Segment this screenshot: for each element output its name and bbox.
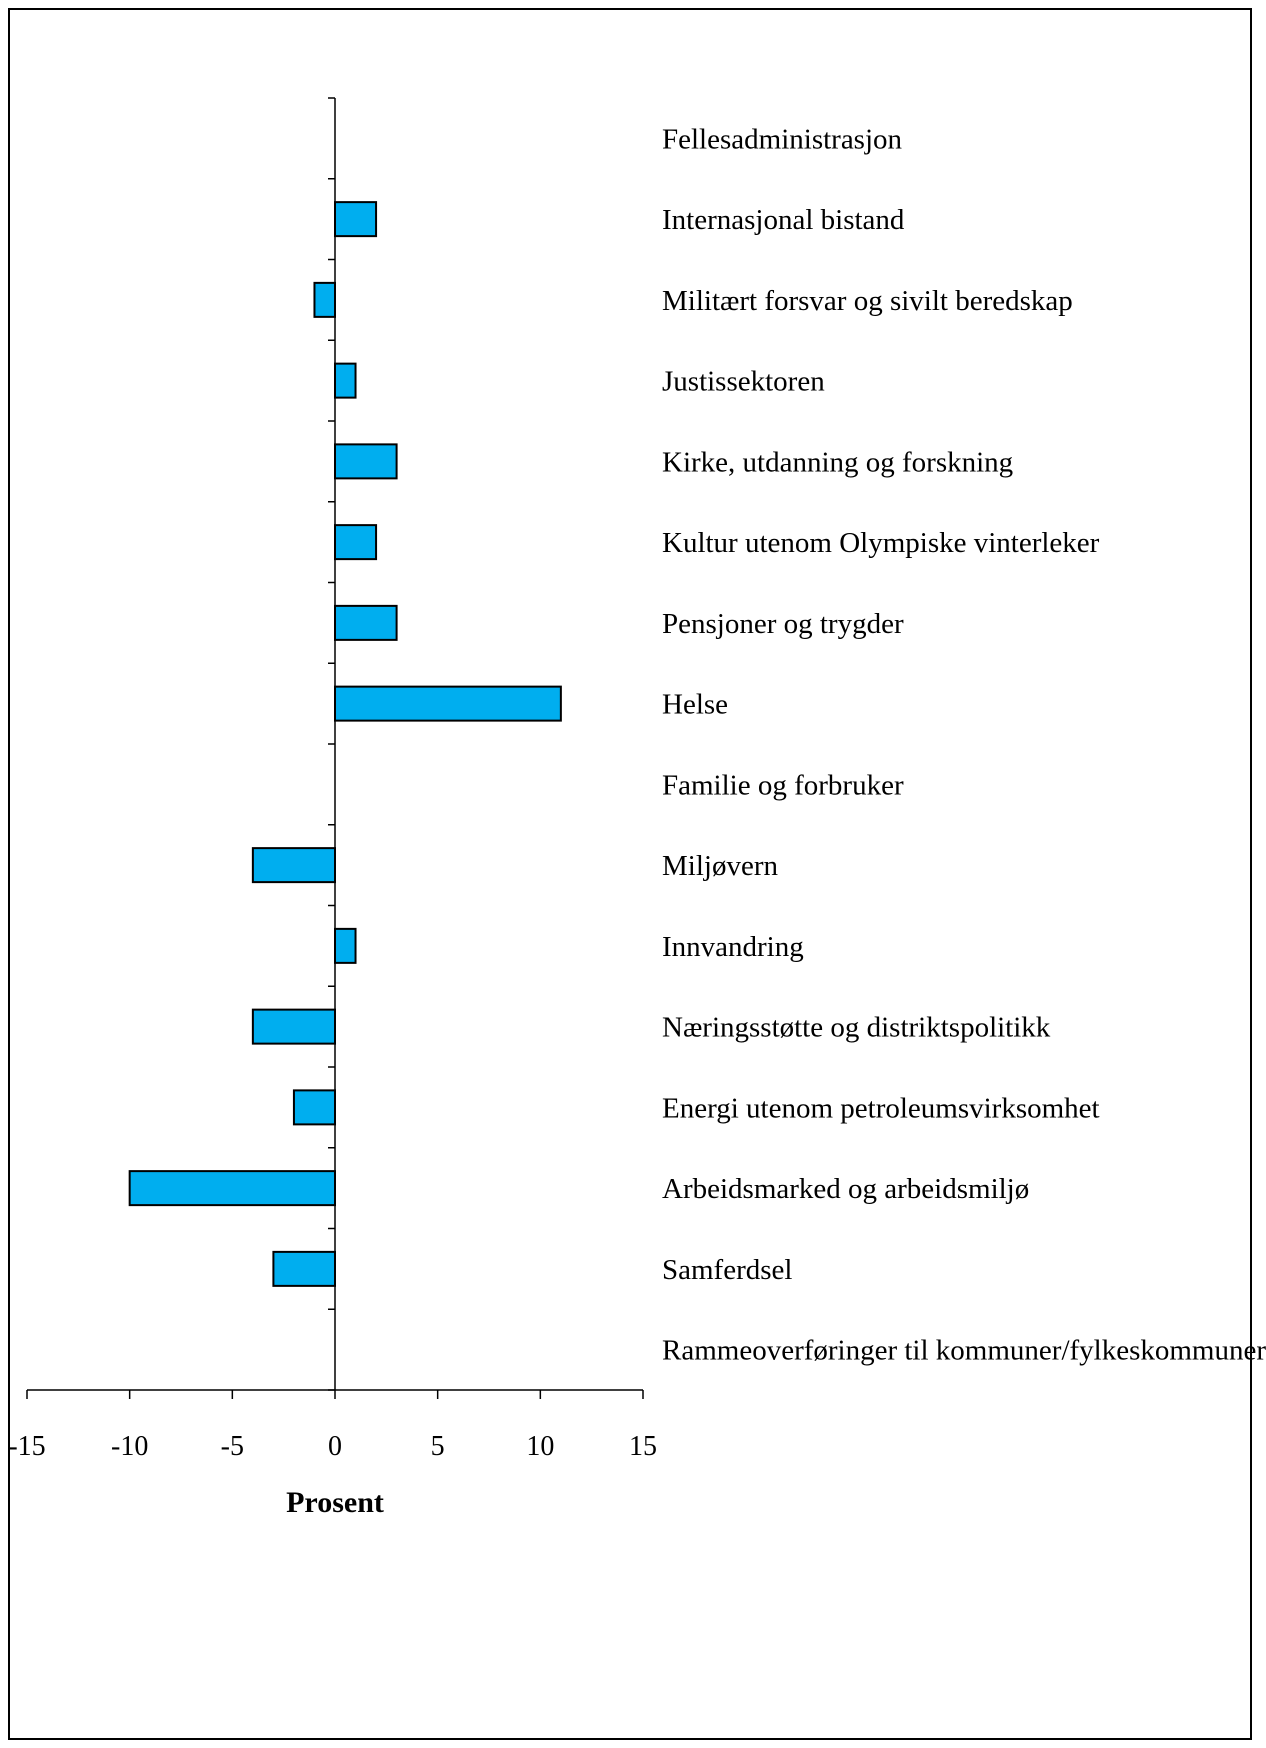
x-tick-label: -10 bbox=[111, 1431, 148, 1462]
category-label: Pensjoner og trygder bbox=[662, 608, 904, 640]
category-label: Helse bbox=[662, 689, 728, 721]
category-label: Familie og forbruker bbox=[662, 769, 904, 801]
category-label: Kultur utenom Olympiske vinterleker bbox=[662, 527, 1100, 559]
category-label: Innvandring bbox=[662, 931, 804, 963]
category-label: Næringsstøtte og distriktspolitikk bbox=[662, 1012, 1051, 1044]
bar bbox=[292, 1089, 336, 1126]
bar bbox=[272, 1250, 336, 1287]
x-axis-tick-labels: -15 -10 -5 0 5 10 15 bbox=[8, 1431, 657, 1462]
category-labels: Fellesadministrasjon Internasjonal bistan… bbox=[662, 123, 1266, 1366]
category-label: Rammeoverføringer til kommuner/fylkeskom… bbox=[662, 1335, 1266, 1367]
bar bbox=[313, 281, 337, 318]
chart-frame bbox=[8, 8, 1252, 1740]
bar bbox=[334, 524, 378, 561]
bar bbox=[334, 685, 562, 722]
category-label: Miljøvern bbox=[662, 850, 778, 882]
x-tick-label: 5 bbox=[431, 1431, 445, 1462]
bar bbox=[334, 443, 398, 480]
x-axis-ticks bbox=[26, 1390, 644, 1399]
x-axis-title: Prosent bbox=[286, 1486, 384, 1519]
bars bbox=[128, 201, 562, 1287]
x-tick-label: 15 bbox=[629, 1431, 657, 1462]
x-tick-label: 0 bbox=[328, 1431, 342, 1462]
bar bbox=[251, 847, 336, 884]
bar bbox=[334, 362, 357, 399]
category-label: Energi utenom petroleumsvirksomhet bbox=[662, 1092, 1100, 1124]
x-tick-label: 10 bbox=[526, 1431, 554, 1462]
category-label: Arbeidsmarked og arbeidsmiljø bbox=[662, 1173, 1029, 1205]
x-tick-label: -15 bbox=[8, 1431, 45, 1462]
category-label: Justissektoren bbox=[662, 366, 825, 398]
category-label: Kirke, utdanning og forskning bbox=[662, 446, 1013, 478]
bar bbox=[334, 604, 398, 641]
bar bbox=[128, 1170, 336, 1207]
bar bbox=[334, 201, 378, 238]
category-label: Militært forsvar og sivilt beredskap bbox=[662, 285, 1073, 317]
category-label: Samferdsel bbox=[662, 1254, 792, 1286]
category-label: Fellesadministrasjon bbox=[662, 123, 903, 155]
category-label: Internasjonal bistand bbox=[662, 204, 905, 236]
bar bbox=[334, 927, 357, 964]
x-tick-label: -5 bbox=[221, 1431, 244, 1462]
bar bbox=[251, 1008, 336, 1045]
